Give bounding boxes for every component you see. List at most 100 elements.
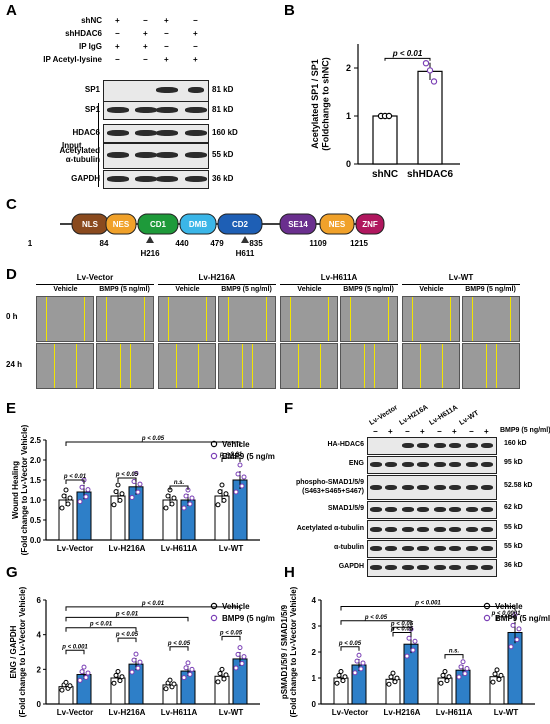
protein-band — [434, 484, 446, 490]
bar — [417, 70, 443, 165]
x-tick-label: Lv-WT — [219, 544, 244, 553]
data-point — [167, 677, 173, 683]
data-point — [446, 674, 452, 680]
y-tick-label: 2 — [37, 665, 42, 674]
wound-edge-line — [290, 297, 291, 341]
panel-h-label: H — [284, 564, 295, 581]
wound-edge-line — [206, 297, 207, 341]
protein-band — [481, 462, 493, 467]
protein-band — [370, 507, 382, 512]
data-point — [233, 489, 239, 495]
significance-bracket — [340, 606, 516, 611]
wound-edge-line — [412, 297, 413, 341]
treatment-label: BMP9 (5 ng/ml) — [343, 286, 394, 293]
y-tick-label: 0 — [346, 159, 351, 169]
bmp9-label: BMP9 (5 ng/ml) — [500, 427, 550, 434]
protein-band — [449, 507, 461, 512]
significance-bracket — [221, 635, 241, 641]
y-tick-label: 2.5 — [30, 436, 42, 445]
data-point — [462, 671, 468, 677]
domain-box — [279, 213, 317, 235]
condition-label: shNC — [81, 16, 102, 25]
time-label: 0 h — [6, 312, 18, 321]
data-point — [390, 670, 396, 676]
sign-mark: + — [193, 55, 198, 64]
sign-mark: + — [164, 55, 169, 64]
domain-label: NLS — [82, 220, 99, 229]
y-tick-label: 4 — [312, 596, 317, 605]
data-point — [63, 487, 69, 493]
wound-edge-line — [298, 344, 299, 388]
condition-label: IP IgG — [79, 42, 102, 51]
panel-c-label: C — [6, 196, 17, 213]
data-point — [79, 484, 85, 490]
protein-band — [449, 565, 461, 570]
sign-mark: + — [115, 42, 120, 51]
position-label: 1215 — [350, 239, 368, 248]
protein-band — [417, 484, 429, 490]
protein-band — [466, 565, 478, 570]
sign-mark: + — [193, 29, 198, 38]
input-label: Input — [62, 141, 82, 150]
p-value: n.s. — [449, 649, 460, 655]
wound-edge-line — [76, 344, 77, 388]
p-value: p < 0.01 — [141, 601, 165, 607]
data-point — [119, 674, 125, 680]
data-point — [490, 679, 496, 685]
significance-bracket — [340, 620, 412, 625]
x-tick-label: Lv-WT — [494, 708, 519, 717]
protein-band — [107, 152, 129, 158]
y-tick-label: 2.0 — [30, 456, 42, 465]
position-label: 440 — [175, 239, 189, 248]
significance-bracket — [65, 606, 241, 611]
protein-band — [156, 87, 178, 93]
data-point — [460, 659, 466, 665]
sign-mark: − — [115, 55, 120, 64]
p-value: p < 0.05 — [390, 627, 414, 633]
data-point — [187, 671, 193, 677]
wound-edge-line — [374, 344, 375, 388]
data-point — [189, 495, 195, 501]
wound-edge-line — [46, 297, 47, 341]
data-point — [235, 471, 241, 477]
kd-label: 160 kD — [212, 127, 238, 137]
significance-bracket — [65, 616, 189, 622]
y-tick-label: 0.5 — [30, 516, 42, 525]
y-axis-label: Acetylated SP1 / SP1(Foldchange to shNC) — [310, 57, 330, 151]
p-value: p < 0.05 — [219, 630, 243, 636]
treatment-label: BMP9 (5 ng/ml) — [99, 286, 150, 293]
sign-mark: + — [143, 29, 148, 38]
group-rule — [402, 284, 520, 285]
data-point — [430, 78, 438, 85]
x-tick-label: Lv-H216A — [384, 708, 421, 717]
data-point — [135, 665, 141, 671]
protein-band — [107, 175, 129, 182]
data-point — [404, 653, 410, 659]
panel-b-chart: 0 1 2 Acetylated SP1 / SP1(Foldchange to sh… — [310, 44, 460, 180]
x-tick-label: Lv-H611A — [436, 708, 473, 717]
data-point — [181, 505, 187, 511]
protein-band — [185, 106, 207, 113]
data-point — [410, 647, 416, 653]
significance-bracket — [117, 637, 137, 643]
p-value: p < 0.05 — [338, 641, 362, 647]
protein-band — [481, 443, 493, 448]
data-point — [496, 676, 502, 682]
input-bracket — [98, 103, 99, 187]
group-label: Lv-H216A — [398, 403, 430, 427]
wound-edge-line — [54, 344, 55, 388]
treatment-label: Vehicle — [53, 286, 78, 293]
p-value: p < 0.01 — [115, 611, 139, 617]
data-point — [342, 674, 348, 680]
y-tick-label: 3 — [312, 622, 317, 631]
kd-label: 52.58 kD — [504, 481, 533, 489]
significance-bracket — [65, 441, 241, 446]
x-tick-label: Lv-H216A — [109, 544, 146, 553]
wound-image — [218, 296, 276, 342]
blot-strip — [367, 456, 497, 474]
position-label: 1109 — [309, 239, 327, 248]
mutation-marker — [146, 236, 154, 243]
legend-label: BMP9 (5 ng/ml) — [222, 452, 275, 461]
wound-edge-line — [364, 344, 365, 388]
